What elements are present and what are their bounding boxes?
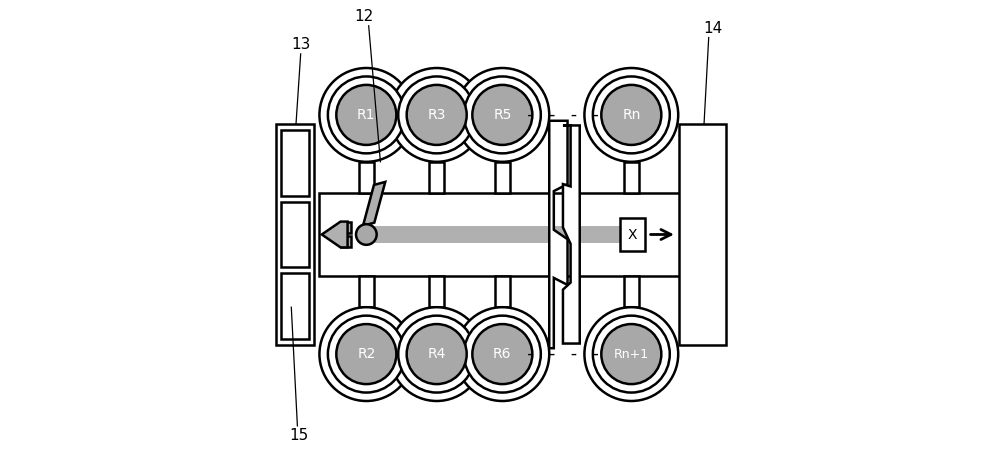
Text: R1: R1 bbox=[357, 108, 376, 122]
Bar bbox=[624, 276, 639, 307]
Bar bbox=[281, 202, 309, 267]
Circle shape bbox=[356, 224, 377, 245]
Circle shape bbox=[464, 76, 541, 153]
Circle shape bbox=[455, 307, 549, 401]
Circle shape bbox=[407, 85, 467, 145]
Bar bbox=[624, 162, 639, 194]
Circle shape bbox=[328, 316, 405, 393]
Bar bbox=[359, 226, 632, 243]
Bar bbox=[429, 162, 444, 194]
Bar bbox=[359, 162, 374, 194]
Text: Rn: Rn bbox=[622, 108, 641, 122]
Bar bbox=[319, 194, 685, 276]
Circle shape bbox=[336, 324, 396, 384]
Bar bbox=[276, 124, 314, 345]
Circle shape bbox=[464, 316, 541, 393]
Circle shape bbox=[584, 307, 678, 401]
Circle shape bbox=[455, 68, 549, 162]
Bar bbox=[495, 276, 510, 307]
Bar bbox=[281, 273, 309, 339]
Bar bbox=[495, 162, 510, 194]
Polygon shape bbox=[363, 182, 385, 226]
Bar bbox=[429, 276, 444, 307]
Circle shape bbox=[584, 68, 678, 162]
Text: - - - -: - - - - bbox=[525, 106, 601, 124]
Text: 15: 15 bbox=[290, 428, 309, 443]
Text: R5: R5 bbox=[493, 108, 512, 122]
Bar bbox=[620, 218, 645, 251]
Circle shape bbox=[472, 324, 532, 384]
Text: R2: R2 bbox=[357, 347, 376, 361]
Circle shape bbox=[601, 324, 661, 384]
Circle shape bbox=[398, 76, 475, 153]
Circle shape bbox=[593, 76, 670, 153]
Bar bbox=[341, 236, 351, 247]
Bar bbox=[281, 130, 309, 196]
Circle shape bbox=[407, 324, 467, 384]
Circle shape bbox=[319, 307, 413, 401]
Bar bbox=[679, 124, 726, 345]
Text: 14: 14 bbox=[704, 21, 723, 36]
Text: 13: 13 bbox=[291, 37, 310, 52]
Circle shape bbox=[319, 68, 413, 162]
Polygon shape bbox=[563, 125, 580, 344]
Bar bbox=[341, 222, 351, 233]
Circle shape bbox=[593, 316, 670, 393]
Circle shape bbox=[390, 307, 484, 401]
Text: R3: R3 bbox=[427, 108, 446, 122]
Circle shape bbox=[328, 76, 405, 153]
Circle shape bbox=[398, 316, 475, 393]
Circle shape bbox=[601, 85, 661, 145]
Circle shape bbox=[472, 85, 532, 145]
Bar bbox=[582, 229, 620, 240]
FancyArrow shape bbox=[322, 222, 348, 248]
Text: - - - -: - - - - bbox=[525, 345, 601, 363]
Polygon shape bbox=[549, 121, 568, 348]
Text: Rn+1: Rn+1 bbox=[614, 348, 649, 361]
Text: 12: 12 bbox=[354, 9, 374, 24]
Text: R4: R4 bbox=[427, 347, 446, 361]
Bar bbox=[359, 276, 374, 307]
Circle shape bbox=[336, 85, 396, 145]
Text: X: X bbox=[628, 227, 637, 242]
Text: R6: R6 bbox=[493, 347, 512, 361]
Circle shape bbox=[390, 68, 484, 162]
